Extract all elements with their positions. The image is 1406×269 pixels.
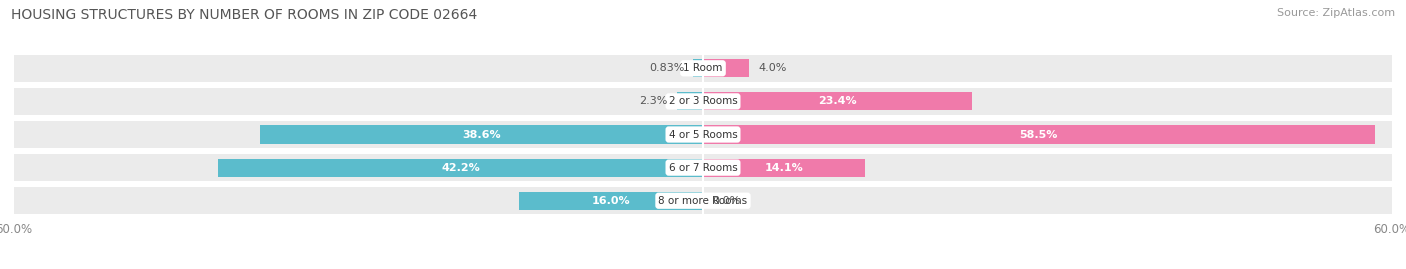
Text: 0.0%: 0.0% <box>713 196 741 206</box>
Bar <box>14 55 1392 82</box>
Bar <box>703 158 865 177</box>
Bar <box>260 125 703 144</box>
Text: 58.5%: 58.5% <box>1019 129 1059 140</box>
Text: 2.3%: 2.3% <box>640 96 668 107</box>
Bar <box>676 92 703 111</box>
Bar <box>693 59 703 77</box>
Text: 4.0%: 4.0% <box>758 63 786 73</box>
Text: 38.6%: 38.6% <box>463 129 501 140</box>
Bar <box>703 92 972 111</box>
Text: 6 or 7 Rooms: 6 or 7 Rooms <box>669 162 737 173</box>
Text: 4 or 5 Rooms: 4 or 5 Rooms <box>669 129 737 140</box>
Text: 16.0%: 16.0% <box>592 196 630 206</box>
Text: 0.83%: 0.83% <box>650 63 685 73</box>
Text: Source: ZipAtlas.com: Source: ZipAtlas.com <box>1277 8 1395 18</box>
Text: 14.1%: 14.1% <box>765 162 803 173</box>
Bar <box>14 154 1392 181</box>
Bar <box>14 187 1392 214</box>
Text: 2 or 3 Rooms: 2 or 3 Rooms <box>669 96 737 107</box>
Bar <box>14 121 1392 148</box>
Bar <box>519 192 703 210</box>
Text: HOUSING STRUCTURES BY NUMBER OF ROOMS IN ZIP CODE 02664: HOUSING STRUCTURES BY NUMBER OF ROOMS IN… <box>11 8 478 22</box>
Text: 42.2%: 42.2% <box>441 162 479 173</box>
Bar <box>703 125 1375 144</box>
Bar <box>218 158 703 177</box>
Bar <box>14 88 1392 115</box>
Text: 23.4%: 23.4% <box>818 96 856 107</box>
Bar <box>703 59 749 77</box>
Text: 8 or more Rooms: 8 or more Rooms <box>658 196 748 206</box>
Text: 1 Room: 1 Room <box>683 63 723 73</box>
